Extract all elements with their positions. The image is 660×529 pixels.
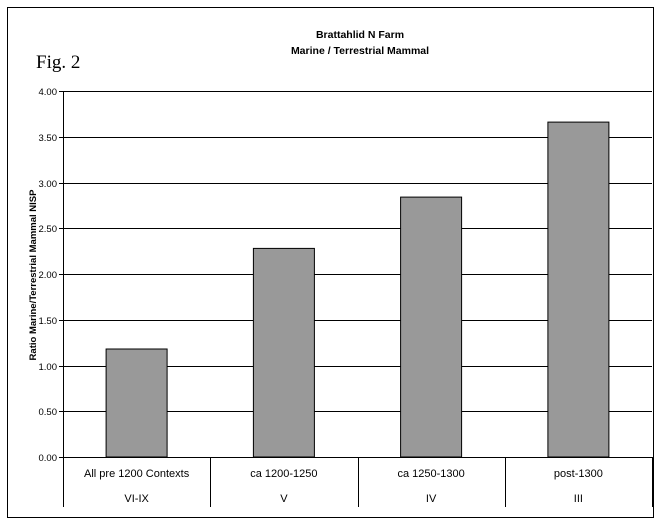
figure-label: Fig. 2 xyxy=(36,52,80,73)
axes xyxy=(59,91,653,507)
y-tick-label: 2.50 xyxy=(39,224,58,235)
phase-label: VI-IX xyxy=(124,493,149,505)
category-label: ca 1250-1300 xyxy=(397,468,464,480)
bar xyxy=(547,121,610,458)
bar xyxy=(400,196,463,458)
bar xyxy=(105,348,168,458)
y-tick-labels: 0.00 0.50 1.00 1.50 2.00 2.50 3.00 3.50 4.00 xyxy=(39,87,58,464)
y-axis-label: Ratio Marine/Terrestrial Mammal NISP xyxy=(28,189,39,361)
y-tick-label: 4.00 xyxy=(39,87,58,98)
category-label: ca 1200-1250 xyxy=(250,468,317,480)
y-tick-label: 3.50 xyxy=(39,133,58,144)
category-label: post-1300 xyxy=(554,468,603,480)
phase-label: IV xyxy=(426,493,437,505)
y-tick-label: 1.00 xyxy=(39,362,58,373)
y-tick-label: 3.00 xyxy=(39,179,58,190)
y-tick-label: 0.00 xyxy=(39,453,58,464)
bar xyxy=(252,247,315,458)
chart-subtitle: Marine / Terrestrial Mammal xyxy=(291,45,429,57)
y-tick-label: 1.50 xyxy=(39,316,58,327)
y-tick-label: 0.50 xyxy=(39,407,58,418)
category-label: All pre 1200 Contexts xyxy=(84,468,190,480)
phase-label: III xyxy=(574,493,583,505)
x-category-labels: All pre 1200 Contexts VI-IX ca 1200-1250 Vc… xyxy=(84,468,603,505)
chart-title: Brattahlid N Farm xyxy=(316,29,404,41)
phase-label: V xyxy=(280,493,288,505)
y-tick-label: 2.00 xyxy=(39,270,58,281)
bars xyxy=(105,121,610,458)
